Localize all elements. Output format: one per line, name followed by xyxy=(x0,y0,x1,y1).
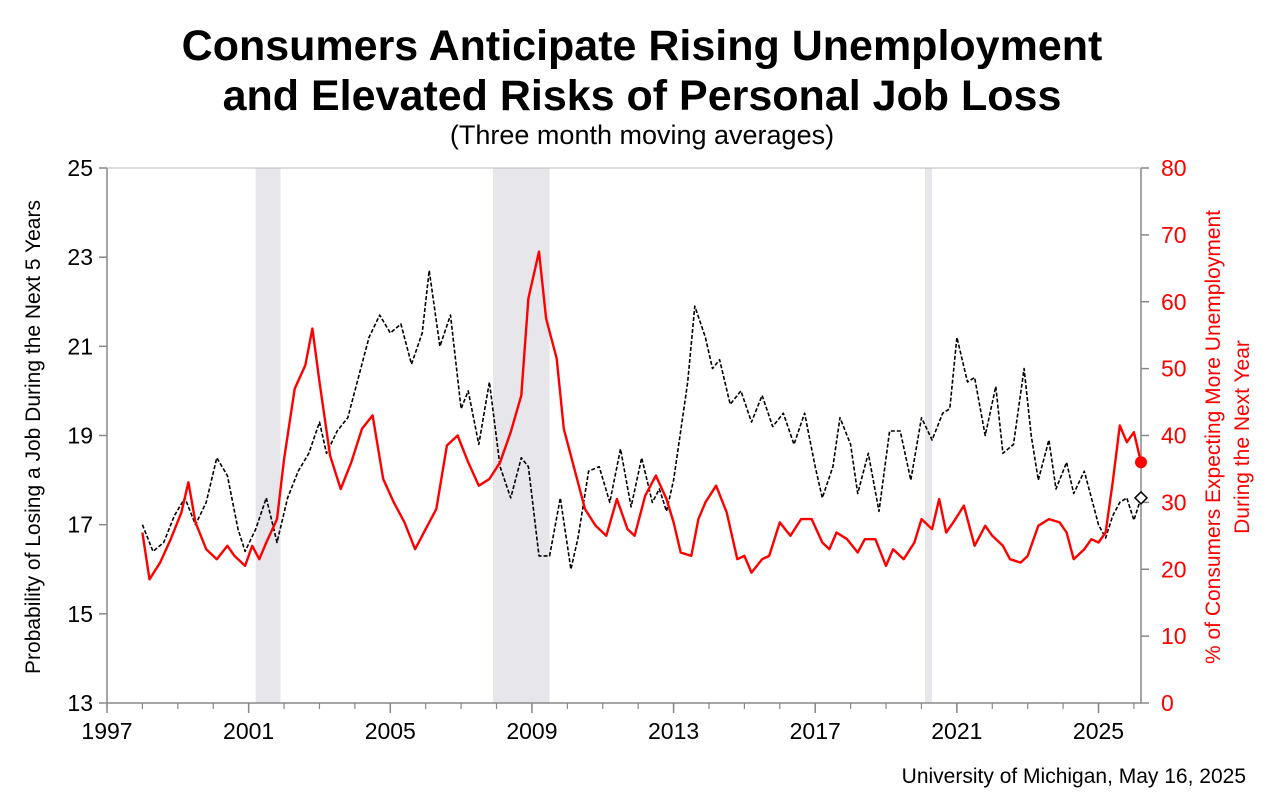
axis-labels: Probability of Losing a Job During the N… xyxy=(22,200,1254,674)
left-tick-label: 25 xyxy=(67,155,93,181)
recession-band xyxy=(924,168,933,703)
right-tick-label: 80 xyxy=(1161,155,1187,181)
right-tick-label: 30 xyxy=(1161,489,1187,515)
x-tick-label: 2013 xyxy=(648,718,699,744)
left-tick-label: 23 xyxy=(67,244,93,270)
right-tick-label: 10 xyxy=(1161,623,1187,649)
job-loss-latest-marker xyxy=(1133,490,1149,505)
left-tick-label: 15 xyxy=(67,601,93,627)
left-tick-label: 17 xyxy=(67,512,93,538)
right-axis-label-line-1: % of Consumers Expecting More Unemployme… xyxy=(1202,210,1225,664)
axes: 13 15 17 19 21 23 25 0 10 20 30 40 50 60 70 80 1997 2001 2… xyxy=(67,155,1186,744)
x-tick-label: 1997 xyxy=(81,718,132,744)
x-tick-label: 2017 xyxy=(790,718,841,744)
left-tick-label: 19 xyxy=(67,423,93,449)
right-tick-label: 40 xyxy=(1161,423,1187,449)
recession-bands xyxy=(255,168,933,703)
chart-title-line-2: and Elevated Risks of Personal Job Loss xyxy=(222,72,1062,120)
left-tick-label: 13 xyxy=(67,690,93,716)
recession-band xyxy=(255,168,281,703)
right-tick-label: 0 xyxy=(1161,690,1174,716)
x-tick-label: 2025 xyxy=(1073,718,1124,744)
right-tick-label: 50 xyxy=(1161,356,1187,382)
right-tick-label: 20 xyxy=(1161,556,1187,582)
right-axis-label-line-2: During the Next Year xyxy=(1231,340,1254,534)
left-axis-label: Probability of Losing a Job During the N… xyxy=(22,200,45,674)
x-tick-label: 2009 xyxy=(506,718,557,744)
unemployment-expectation-line xyxy=(141,250,1143,581)
chart-subtitle: (Three month moving averages) xyxy=(449,120,835,150)
source-note: University of Michigan, May 16, 2025 xyxy=(901,765,1246,788)
right-tick-label: 70 xyxy=(1161,222,1187,248)
job-loss-probability-line xyxy=(141,269,1142,571)
series-layer xyxy=(141,250,1149,581)
x-tick-label: 2001 xyxy=(223,718,274,744)
x-tick-label: 2005 xyxy=(365,718,416,744)
right-tick-label: 60 xyxy=(1161,289,1187,315)
left-tick-label: 21 xyxy=(67,333,93,359)
recession-band xyxy=(492,168,550,703)
x-tick-label: 2021 xyxy=(931,718,982,744)
unemployment-latest-marker xyxy=(1135,456,1147,469)
chart-title-line-1: Consumers Anticipate Rising Unemployment xyxy=(181,22,1103,70)
